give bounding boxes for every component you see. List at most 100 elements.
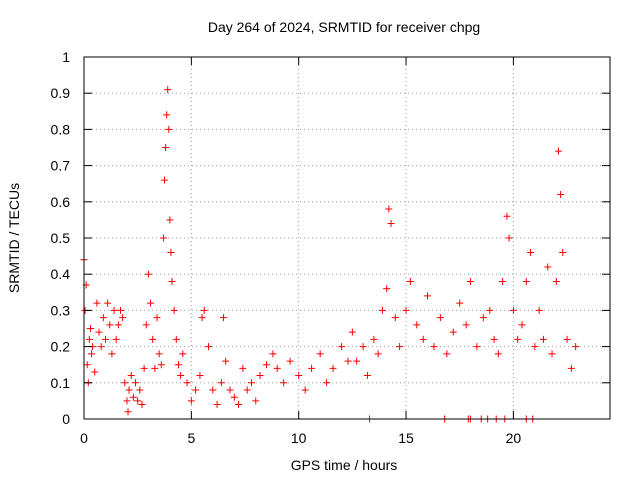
data-point: [142, 321, 150, 329]
data-point: [247, 379, 255, 387]
data-point: [230, 393, 238, 401]
data-points: [80, 86, 580, 423]
data-point: [514, 335, 522, 343]
data-point: [88, 350, 96, 358]
data-point: [509, 306, 517, 314]
data-point: [378, 306, 386, 314]
data-point: [213, 401, 221, 409]
data-point: [166, 216, 174, 224]
data-point: [168, 277, 176, 285]
y-tick-label: 0.7: [51, 158, 71, 174]
data-point: [462, 321, 470, 329]
data-point: [262, 361, 270, 369]
data-point: [119, 314, 127, 322]
data-point: [544, 263, 552, 271]
data-point: [196, 372, 204, 380]
data-point: [108, 350, 116, 358]
data-point: [383, 285, 391, 293]
x-tick-label: 15: [398, 430, 414, 446]
data-point: [559, 248, 567, 256]
data-point: [413, 321, 421, 329]
y-tick-label: 0.2: [51, 339, 71, 355]
data-point: [114, 321, 122, 329]
data-point: [123, 397, 131, 405]
data-point: [209, 386, 217, 394]
data-point: [344, 357, 352, 365]
data-point: [101, 335, 109, 343]
data-point: [531, 343, 539, 351]
data-point: [93, 299, 101, 307]
data-point: [273, 364, 281, 372]
data-point: [486, 306, 494, 314]
data-point: [239, 364, 247, 372]
data-point: [280, 379, 288, 387]
data-point: [466, 277, 474, 285]
data-point: [164, 86, 172, 94]
data-point: [151, 364, 159, 372]
data-point: [518, 321, 526, 329]
data-point: [295, 372, 303, 380]
data-point: [419, 335, 427, 343]
data-point: [134, 397, 142, 405]
y-axis-label: SRMTID / TECUs: [6, 183, 22, 293]
data-point: [198, 314, 206, 322]
data-point: [286, 357, 294, 365]
data-point: [338, 343, 346, 351]
data-point: [554, 147, 562, 155]
data-point: [226, 386, 234, 394]
data-point: [308, 364, 316, 372]
data-point: [165, 125, 173, 133]
data-point: [121, 379, 129, 387]
data-point: [167, 248, 175, 256]
data-point: [200, 306, 208, 314]
data-point: [329, 364, 337, 372]
data-point: [174, 361, 182, 369]
data-point: [363, 372, 371, 380]
data-point: [353, 357, 361, 365]
x-tick-label: 0: [80, 430, 88, 446]
data-point: [144, 270, 152, 278]
y-tick-label: 0.9: [51, 85, 71, 101]
x-axis-label: GPS time / hours: [291, 457, 398, 473]
grid-lines: [84, 57, 610, 419]
data-point: [479, 314, 487, 322]
data-point: [161, 176, 169, 184]
data-point: [436, 314, 444, 322]
data-point: [157, 361, 165, 369]
data-point: [396, 343, 404, 351]
data-point: [149, 335, 157, 343]
y-tick-label: 0.5: [51, 230, 71, 246]
data-point: [499, 277, 507, 285]
data-point: [473, 343, 481, 351]
data-point: [430, 343, 438, 351]
data-point: [132, 379, 140, 387]
data-point: [179, 350, 187, 358]
data-point: [359, 343, 367, 351]
chart-title: Day 264 of 2024, SRMTID for receiver chp…: [208, 19, 480, 35]
data-point: [217, 379, 225, 387]
data-point: [527, 248, 535, 256]
data-point: [97, 343, 105, 351]
data-point: [567, 364, 575, 372]
data-point: [86, 325, 94, 332]
data-point: [116, 306, 124, 314]
data-point: [153, 314, 161, 322]
data-point: [406, 277, 414, 285]
data-point: [95, 328, 103, 336]
data-point: [449, 328, 457, 336]
data-point: [85, 335, 93, 343]
y-tick-label: 0: [62, 411, 70, 427]
data-point: [563, 335, 571, 343]
data-point: [348, 328, 356, 336]
data-point: [323, 379, 331, 387]
data-point: [159, 234, 167, 242]
data-point: [99, 314, 107, 322]
data-point: [235, 401, 243, 409]
data-point: [391, 314, 399, 322]
y-tick-label: 0.6: [51, 194, 71, 210]
data-point: [505, 234, 513, 242]
data-point: [424, 292, 432, 300]
data-point: [301, 386, 309, 394]
